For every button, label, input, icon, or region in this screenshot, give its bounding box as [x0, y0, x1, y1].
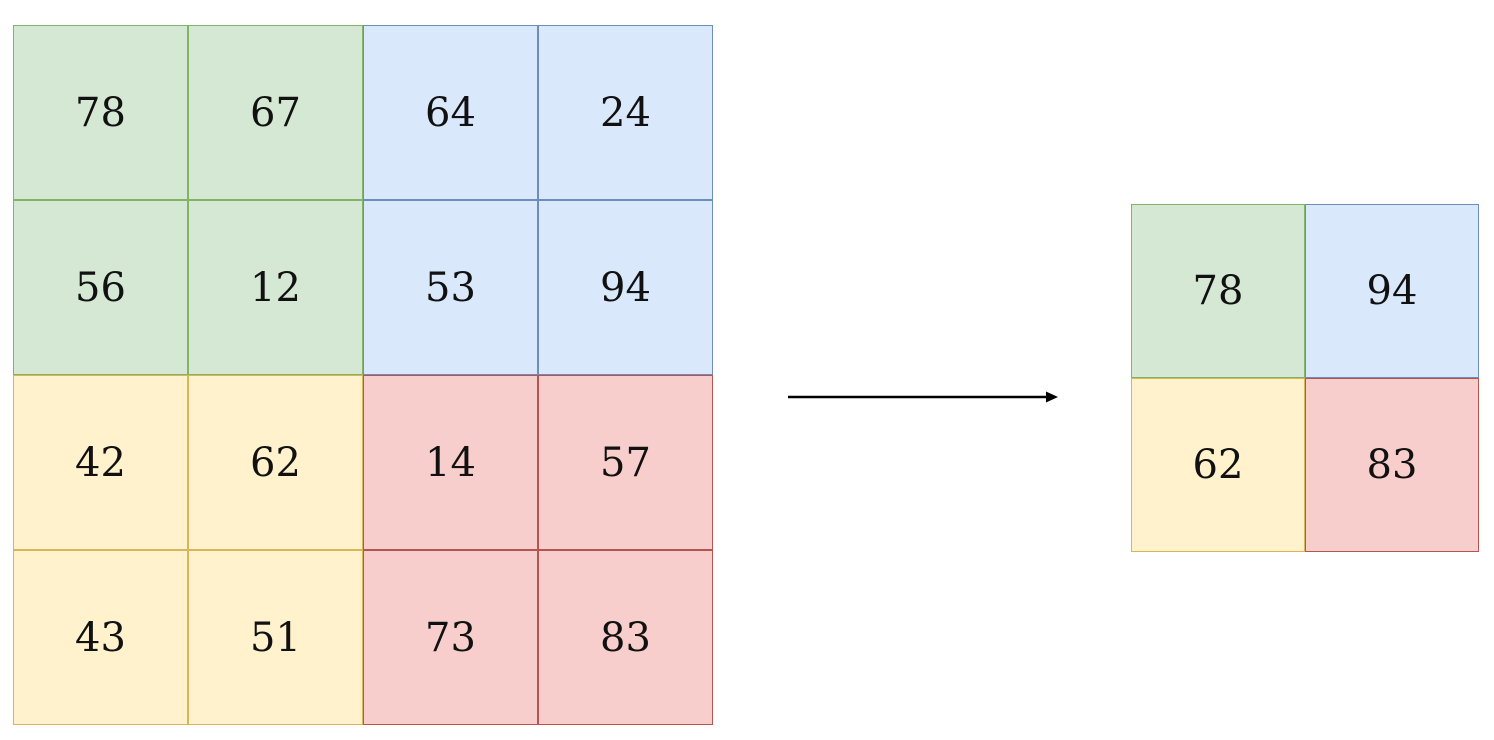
input-matrix: 78 67 64 24 56 12 53 94 42 62 14 57 43 5… — [13, 25, 713, 725]
input-cell-r3-c4: 57 — [538, 375, 713, 550]
input-cell-r3-c1: 42 — [13, 375, 188, 550]
output-matrix: 78 94 62 83 — [1131, 204, 1479, 552]
input-cell-r3-c3: 14 — [363, 375, 538, 550]
input-cell-r2-c3: 53 — [363, 200, 538, 375]
input-cell-r4-c3: 73 — [363, 550, 538, 725]
input-cell-r1-c1: 78 — [13, 25, 188, 200]
output-cell-r2-c2: 83 — [1305, 378, 1479, 552]
input-cell-r2-c2: 12 — [188, 200, 363, 375]
input-cell-r4-c4: 83 — [538, 550, 713, 725]
output-cell-r1-c2: 94 — [1305, 204, 1479, 378]
input-cell-r4-c1: 43 — [13, 550, 188, 725]
right-arrow-icon — [788, 391, 1058, 403]
input-cell-r1-c2: 67 — [188, 25, 363, 200]
input-cell-r4-c2: 51 — [188, 550, 363, 725]
output-cell-r1-c1: 78 — [1131, 204, 1305, 378]
input-cell-r2-c1: 56 — [13, 200, 188, 375]
input-cell-r2-c4: 94 — [538, 200, 713, 375]
output-cell-r2-c1: 62 — [1131, 378, 1305, 552]
input-cell-r1-c3: 64 — [363, 25, 538, 200]
input-cell-r1-c4: 24 — [538, 25, 713, 200]
input-cell-r3-c2: 62 — [188, 375, 363, 550]
